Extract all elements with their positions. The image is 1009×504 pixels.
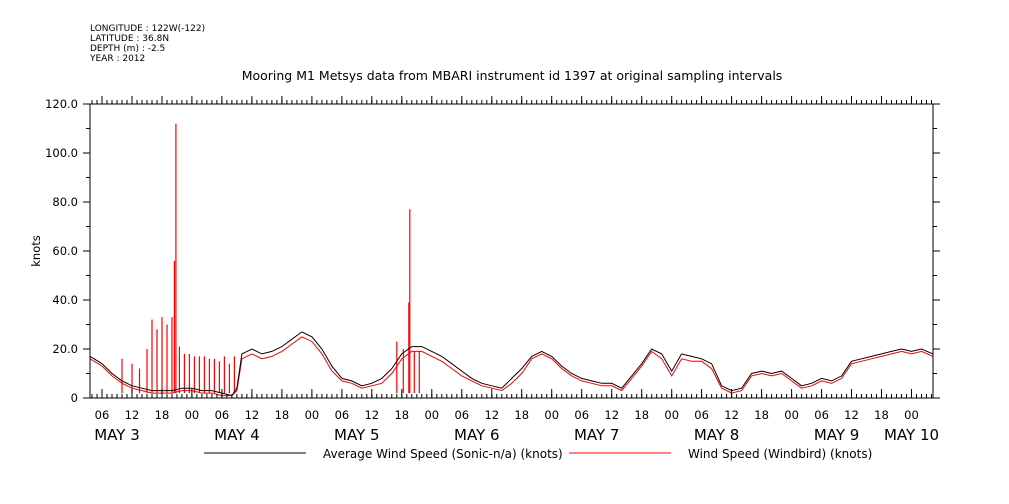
latitude-text: LATITUDE : 36.8N xyxy=(90,34,169,44)
x-day-label: MAY 7 xyxy=(574,426,620,444)
x-tick-label: 00 xyxy=(664,408,679,422)
x-tick-label: 12 xyxy=(245,408,260,422)
y-tick-label: 60.0 xyxy=(52,244,78,258)
x-tick-label: 06 xyxy=(694,408,709,422)
x-axis: 06 12 18 00 06 12 18 00 06 12 18 00 06 12 18 00 06 12 18 00… xyxy=(91,96,939,444)
legend: Average Wind Speed (Sonic-n/a) (knots) W… xyxy=(204,447,872,461)
x-day-label: MAY 4 xyxy=(214,426,260,444)
x-tick-label: 00 xyxy=(784,408,799,422)
y-axis: 0 20.0 40.0 60.0 80.0 100.0 120.0 xyxy=(45,97,940,405)
x-tick-label: 18 xyxy=(634,408,649,422)
x-tick-label: 00 xyxy=(544,408,559,422)
longitude-text: LONGITUDE : 122W(-122) xyxy=(90,24,205,34)
plot-frame xyxy=(89,103,934,399)
year-text: YEAR : 2012 xyxy=(89,54,145,64)
x-tick-label: 18 xyxy=(514,408,529,422)
x-tick-label: 00 xyxy=(305,408,320,422)
x-tick-label: 06 xyxy=(574,408,589,422)
x-tick-label: 12 xyxy=(844,408,859,422)
x-tick-label: 12 xyxy=(125,408,140,422)
x-tick-label: 12 xyxy=(604,408,619,422)
x-tick-label: 12 xyxy=(364,408,379,422)
depth-text: DEPTH (m) : -2.5 xyxy=(90,44,165,54)
x-tick-label: 18 xyxy=(394,408,409,422)
x-tick-label: 12 xyxy=(724,408,739,422)
y-tick-label: 40.0 xyxy=(52,293,78,307)
x-tick-label: 06 xyxy=(335,408,350,422)
x-tick-label: 06 xyxy=(454,408,469,422)
y-tick-label: 100.0 xyxy=(45,146,78,160)
y-tick-label: 20.0 xyxy=(52,342,78,356)
y-tick-label: 120.0 xyxy=(45,97,78,111)
metadata-header: LONGITUDE : 122W(-122) LATITUDE : 36.8N … xyxy=(89,24,205,64)
x-tick-label: 18 xyxy=(754,408,769,422)
chart-title: Mooring M1 Metsys data from MBARI instru… xyxy=(242,68,783,83)
x-day-label: MAY 10 xyxy=(884,426,939,444)
x-tick-label: 18 xyxy=(275,408,290,422)
x-tick-label: 00 xyxy=(424,408,439,422)
y-tick-label: 80.0 xyxy=(52,195,78,209)
x-day-label: MAY 3 xyxy=(94,426,140,444)
x-day-label: MAY 6 xyxy=(454,426,500,444)
x-tick-label: 18 xyxy=(874,408,889,422)
x-tick-label: 06 xyxy=(215,408,230,422)
x-tick-label: 18 xyxy=(155,408,170,422)
series-line-1 xyxy=(89,336,934,397)
series-layer xyxy=(89,123,934,397)
x-tick-label: 06 xyxy=(814,408,829,422)
y-axis-label: knots xyxy=(29,235,43,267)
legend-label-average: Average Wind Speed (Sonic-n/a) (knots) xyxy=(323,447,563,461)
y-tick-label: 0 xyxy=(71,391,78,405)
x-day-label: MAY 5 xyxy=(334,426,380,444)
x-tick-label: 12 xyxy=(484,408,499,422)
x-tick-label: 00 xyxy=(185,408,200,422)
series-line-0 xyxy=(89,331,934,397)
x-tick-label: 00 xyxy=(904,408,919,422)
x-day-label: MAY 9 xyxy=(814,426,860,444)
x-day-label: MAY 8 xyxy=(694,426,740,444)
x-tick-label: 06 xyxy=(95,408,110,422)
legend-label-windbird: Wind Speed (Windbird) (knots) xyxy=(688,447,872,461)
